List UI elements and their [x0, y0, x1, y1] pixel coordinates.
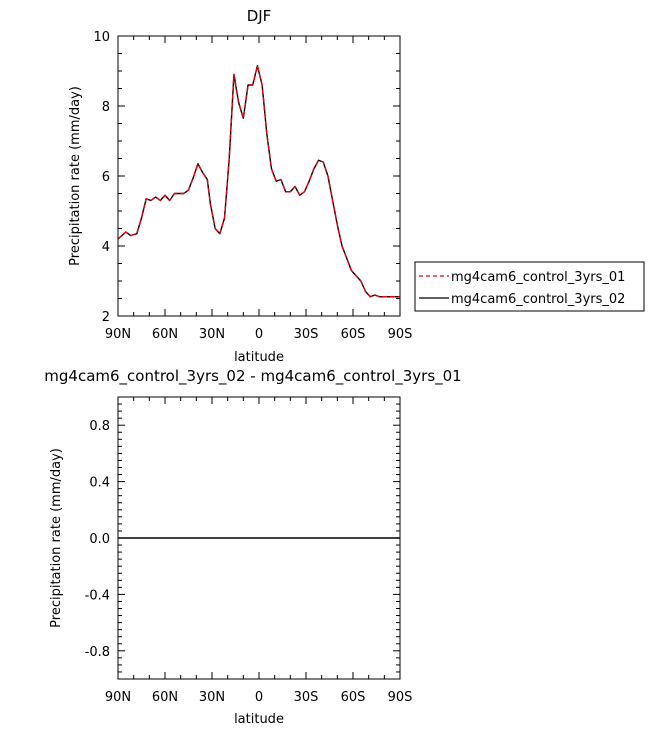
top-y-tick-label: 4 — [102, 240, 110, 255]
top-plot-frame — [117, 35, 401, 317]
bottom-y-tick-label: 0.8 — [89, 419, 110, 434]
top-y-tick-label: 8 — [102, 100, 110, 115]
top-series-lines — [117, 65, 400, 298]
difference-chart: mg4cam6_control_3yrs_02 - mg4cam6_contro… — [44, 367, 461, 727]
bottom-y-tick-label: -0.4 — [85, 588, 110, 603]
top-y-tick-labels: 2 4 6 8 10 — [93, 30, 110, 325]
bottom-x-tick-labels: 90N 60N 30N 0 30S 60S 90S — [105, 690, 413, 705]
top-x-tick-label: 90N — [105, 327, 131, 342]
legend-label-series-02: mg4cam6_control_3yrs_02 — [451, 292, 625, 307]
top-x-tick-label: 30N — [199, 327, 225, 342]
top-x-tick-labels: 90N 60N 30N 0 30S 60S 90S — [105, 327, 413, 342]
bottom-plot-frame — [117, 396, 401, 680]
top-chart-title: DJF — [247, 7, 272, 25]
top-series-line-1 — [117, 65, 400, 298]
top-y-tick-label: 6 — [102, 170, 110, 185]
top-y-axis-label: Precipitation rate (mm/day) — [68, 86, 83, 266]
bottom-x-tick-label: 60N — [152, 690, 178, 705]
bottom-x-tick-label: 90S — [388, 690, 413, 705]
top-ticks — [117, 35, 401, 317]
bottom-x-tick-label: 60S — [341, 690, 366, 705]
bottom-x-tick-label: 0 — [255, 690, 263, 705]
bottom-y-tick-label: 0.0 — [89, 532, 110, 547]
top-x-tick-label: 30S — [294, 327, 319, 342]
bottom-x-tick-label: 90N — [105, 690, 131, 705]
bottom-x-tick-label: 30S — [294, 690, 319, 705]
bottom-y-tick-label: -0.8 — [85, 645, 110, 660]
top-x-axis-label: latitude — [234, 350, 284, 365]
top-x-tick-label: 0 — [255, 327, 263, 342]
bottom-x-axis-label: latitude — [234, 712, 284, 727]
top-x-tick-label: 60N — [152, 327, 178, 342]
bottom-chart-title: mg4cam6_control_3yrs_02 - mg4cam6_contro… — [44, 367, 461, 386]
legend-label-series-01: mg4cam6_control_3yrs_01 — [451, 270, 625, 285]
bottom-y-axis-label: Precipitation rate (mm/day) — [49, 448, 64, 628]
bottom-y-tick-labels: 0.8 0.4 0.0 -0.4 -0.8 — [85, 419, 110, 660]
top-y-tick-label: 2 — [102, 310, 110, 325]
top-series-line-2 — [117, 65, 400, 298]
bottom-y-tick-label: 0.4 — [89, 476, 110, 491]
legend-box — [414, 261, 645, 312]
top-x-tick-label: 60S — [341, 327, 366, 342]
legend: mg4cam6_control_3yrs_01 mg4cam6_control_… — [414, 261, 645, 312]
bottom-x-tick-label: 30N — [199, 690, 225, 705]
top-y-tick-label: 10 — [93, 30, 110, 45]
top-x-tick-label: 90S — [388, 327, 413, 342]
